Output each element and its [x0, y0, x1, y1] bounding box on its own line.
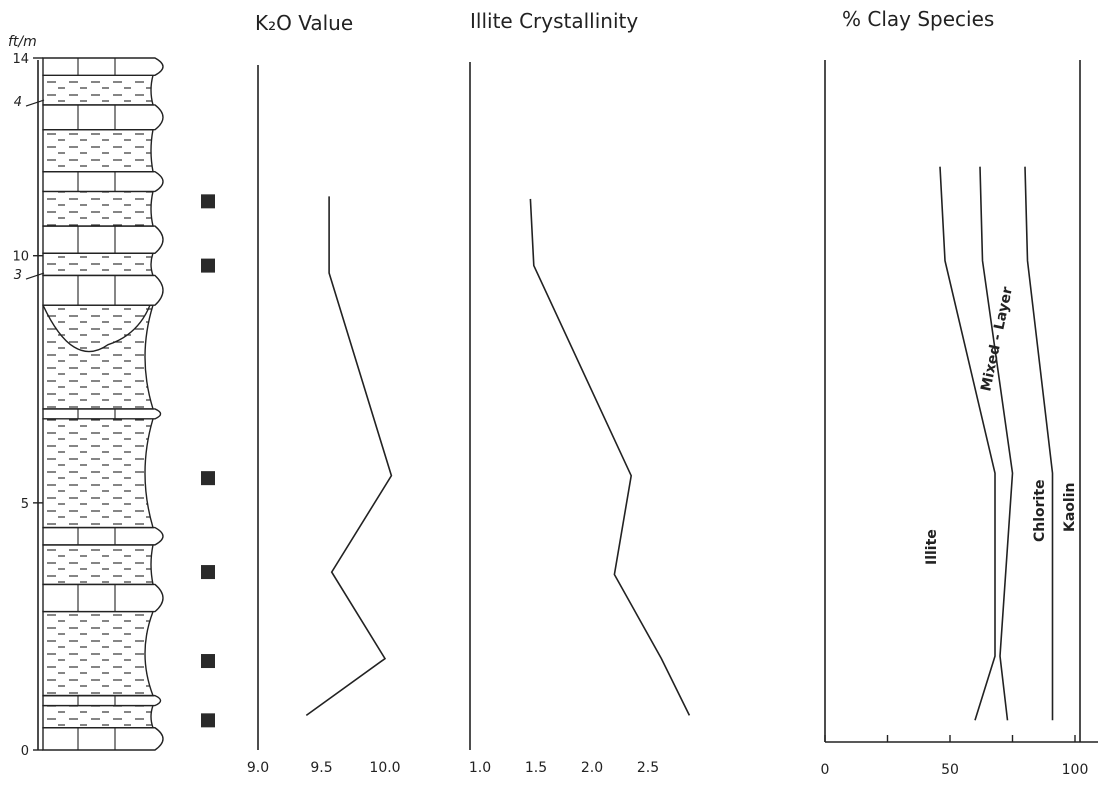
x-tick-label: 2.5 [637, 760, 659, 776]
limestone-bed [42, 104, 164, 131]
series-label-mixed-layer: Mixed - Layer [978, 285, 1016, 392]
limestone-bed [42, 727, 164, 751]
limestone-bed [42, 170, 164, 193]
clay-x-ticks: 0 50 100 [821, 735, 1089, 778]
limestone-bed [42, 694, 162, 707]
limestone-bed [42, 526, 164, 546]
channel-scour [42, 304, 151, 353]
x-tick-label: 1.5 [525, 760, 547, 776]
clay-x-tick-label: 0 [821, 762, 830, 778]
limestone-bed [42, 225, 164, 254]
shale-bed [42, 74, 154, 106]
sample-marker [201, 565, 215, 580]
depth-tick-label: 5 [21, 497, 29, 512]
ic-x-ticks: 1.0 1.5 2.0 2.5 [469, 760, 659, 776]
shale-bed [42, 704, 154, 729]
shale-bed [42, 610, 155, 697]
meter-marks: 34 [14, 95, 45, 283]
series-label-illite: Illite [924, 529, 940, 565]
lithology-units [42, 57, 164, 751]
x-tick-label: 2.0 [581, 760, 603, 776]
depth-tick-label: 0 [21, 744, 29, 759]
meter-mark-label: 3 [14, 268, 22, 283]
x-tick-label: 9.0 [247, 760, 269, 776]
meter-mark-label: 4 [14, 95, 22, 110]
shale-bed [42, 190, 154, 227]
illite-crystallinity-panel: Illite Crystallinity 1.0 1.5 2.0 2.5 [469, 9, 691, 776]
clay-boundary-lines [939, 166, 1054, 721]
clay-title: % Clay Species [842, 7, 994, 31]
ic-series-line [529, 198, 691, 716]
shale-bed [42, 544, 154, 586]
x-tick-label: 9.5 [310, 760, 332, 776]
shale-bed [42, 252, 154, 277]
clay-boundary-line [1024, 166, 1054, 721]
clay-boundary-line [979, 166, 1014, 721]
sample-marker [201, 258, 215, 273]
limestone-bed [42, 57, 164, 76]
depth-ticks: 0 5 10 14 [12, 52, 43, 759]
clay-species-panel: % Clay Species 0 50 100 Illite Mixed - Lay… [821, 7, 1098, 778]
clay-boundary-line [939, 166, 996, 721]
meter-mark-tick [25, 272, 45, 280]
k2o-panel: K₂O Value 9.0 9.5 10.0 [247, 11, 401, 776]
depth-tick-label: 10 [12, 250, 29, 265]
limestone-bed [42, 583, 164, 613]
depth-axis-label: ft/m [8, 34, 37, 50]
k2o-title: K₂O Value [255, 11, 353, 35]
series-label-chlorite: Chlorite [1032, 479, 1048, 542]
ic-title: Illite Crystallinity [470, 9, 638, 33]
sample-marker [201, 713, 215, 728]
limestone-bed [42, 408, 162, 420]
sample-markers [201, 194, 215, 728]
series-label-kaolin: Kaolin [1062, 483, 1078, 532]
clay-x-tick-label: 100 [1062, 762, 1089, 778]
clay-x-tick-label: 50 [941, 762, 959, 778]
depth-tick-label: 14 [12, 52, 29, 67]
shale-bed [42, 418, 154, 529]
meter-mark-tick [25, 99, 45, 107]
k2o-series-line [305, 196, 393, 717]
sample-marker [201, 194, 215, 209]
shale-bed [42, 304, 154, 410]
x-tick-label: 10.0 [369, 760, 400, 776]
limestone-bed [42, 274, 164, 306]
sample-marker [201, 654, 215, 669]
sample-marker [201, 471, 215, 486]
shale-bed [42, 128, 154, 173]
x-tick-label: 1.0 [469, 760, 491, 776]
k2o-x-ticks: 9.0 9.5 10.0 [247, 760, 401, 776]
